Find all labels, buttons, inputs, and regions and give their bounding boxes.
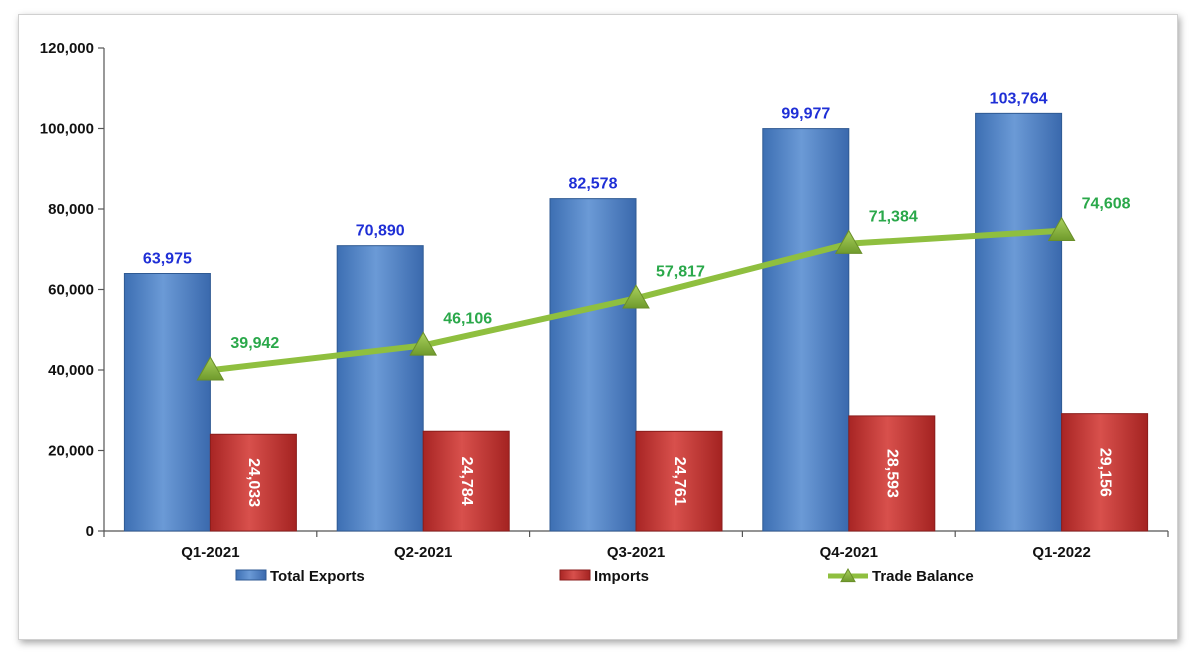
legend-label: Total Exports bbox=[270, 568, 365, 585]
y-tick-label: 80,000 bbox=[48, 201, 94, 218]
trade-balance-point bbox=[196, 356, 225, 381]
data-label-trade-balance: 71,384 bbox=[869, 209, 918, 226]
y-tick-label: 40,000 bbox=[48, 362, 94, 379]
data-label-imports: 24,784 bbox=[458, 457, 475, 506]
trade-balance-point bbox=[409, 331, 438, 356]
data-label-total-exports: 70,890 bbox=[356, 223, 405, 240]
bar-total-exports bbox=[549, 198, 637, 532]
bar-imports bbox=[209, 433, 297, 532]
data-label-imports: 29,156 bbox=[1096, 448, 1113, 497]
data-label-total-exports: 103,764 bbox=[990, 90, 1048, 107]
data-label-trade-balance: 57,817 bbox=[656, 263, 705, 280]
bar-imports bbox=[848, 415, 936, 532]
bar-imports bbox=[635, 430, 723, 532]
data-label-trade-balance: 74,608 bbox=[1082, 196, 1131, 213]
trade-balance-point bbox=[834, 229, 863, 254]
x-tick-label: Q1-2022 bbox=[1032, 544, 1090, 561]
legend-item-imports: Imports bbox=[559, 568, 649, 585]
x-tick-label: Q4-2021 bbox=[820, 544, 878, 561]
bar-imports bbox=[422, 430, 510, 532]
data-label-trade-balance: 46,106 bbox=[443, 310, 492, 327]
data-label-total-exports: 99,977 bbox=[781, 106, 830, 123]
bar-imports bbox=[1061, 413, 1149, 532]
y-tick-label: 0 bbox=[86, 523, 94, 540]
legend-label: Trade Balance bbox=[872, 568, 974, 585]
data-label-total-exports: 63,975 bbox=[143, 251, 192, 268]
bar-total-exports bbox=[762, 128, 850, 532]
legend-swatch-marker bbox=[840, 567, 856, 583]
y-tick-label: 20,000 bbox=[48, 443, 94, 460]
y-tick-label: 60,000 bbox=[48, 282, 94, 299]
data-label-imports: 24,033 bbox=[245, 458, 262, 507]
data-label-imports: 28,593 bbox=[884, 449, 901, 498]
bar-total-exports bbox=[336, 245, 424, 532]
legend-item-trade-balance: Trade Balance bbox=[828, 567, 974, 585]
data-label-imports: 24,761 bbox=[671, 457, 688, 506]
y-tick-label: 120,000 bbox=[40, 40, 94, 57]
legend-swatch bbox=[559, 569, 591, 581]
bar-total-exports bbox=[123, 273, 211, 532]
trade-balance-point bbox=[622, 284, 650, 309]
bar-total-exports bbox=[975, 112, 1063, 532]
x-tick-label: Q3-2021 bbox=[607, 544, 665, 561]
legend-swatch bbox=[235, 569, 267, 581]
data-label-total-exports: 82,578 bbox=[569, 176, 618, 193]
legend-item-total-exports: Total Exports bbox=[235, 568, 365, 585]
legend-label: Imports bbox=[594, 568, 649, 585]
x-tick-label: Q1-2021 bbox=[181, 544, 239, 561]
trade-balance-point bbox=[1047, 216, 1076, 241]
data-label-trade-balance: 39,942 bbox=[230, 335, 279, 352]
y-tick-label: 100,000 bbox=[40, 121, 94, 138]
x-tick-label: Q2-2021 bbox=[394, 544, 452, 561]
